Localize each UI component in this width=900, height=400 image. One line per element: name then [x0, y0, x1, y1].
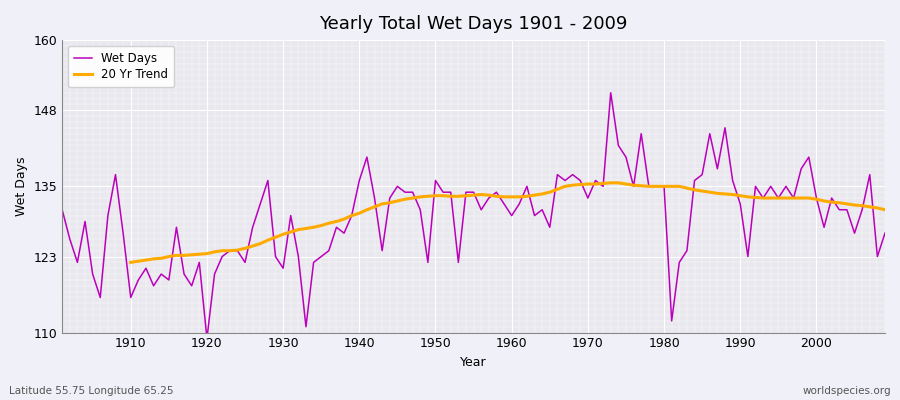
Legend: Wet Days, 20 Yr Trend: Wet Days, 20 Yr Trend [68, 46, 174, 87]
Wet Days [514, 202, 525, 206]
Wet Days [613, 143, 624, 148]
Line: 20 Yr Trend: 20 Yr Trend [130, 183, 885, 262]
X-axis label: Year: Year [460, 356, 487, 369]
Wet Days [57, 207, 68, 212]
20 Yr Trend [270, 235, 281, 240]
20 Yr Trend [575, 182, 586, 187]
20 Yr Trend [849, 203, 859, 208]
Wet Days [202, 336, 212, 341]
20 Yr Trend [514, 194, 525, 199]
Text: Latitude 55.75 Longitude 65.25: Latitude 55.75 Longitude 65.25 [9, 386, 174, 396]
Text: worldspecies.org: worldspecies.org [803, 386, 891, 396]
20 Yr Trend [826, 200, 837, 204]
Line: Wet Days: Wet Days [62, 93, 885, 338]
Title: Yearly Total Wet Days 1901 - 2009: Yearly Total Wet Days 1901 - 2009 [320, 15, 628, 33]
Wet Days [879, 231, 890, 236]
Wet Days [338, 231, 349, 236]
20 Yr Trend [879, 207, 890, 212]
20 Yr Trend [301, 226, 311, 231]
20 Yr Trend [125, 260, 136, 265]
Wet Days [118, 231, 129, 236]
Wet Days [507, 213, 517, 218]
Y-axis label: Wet Days: Wet Days [15, 156, 28, 216]
20 Yr Trend [606, 180, 616, 185]
Wet Days [606, 90, 616, 95]
Wet Days [293, 254, 304, 259]
